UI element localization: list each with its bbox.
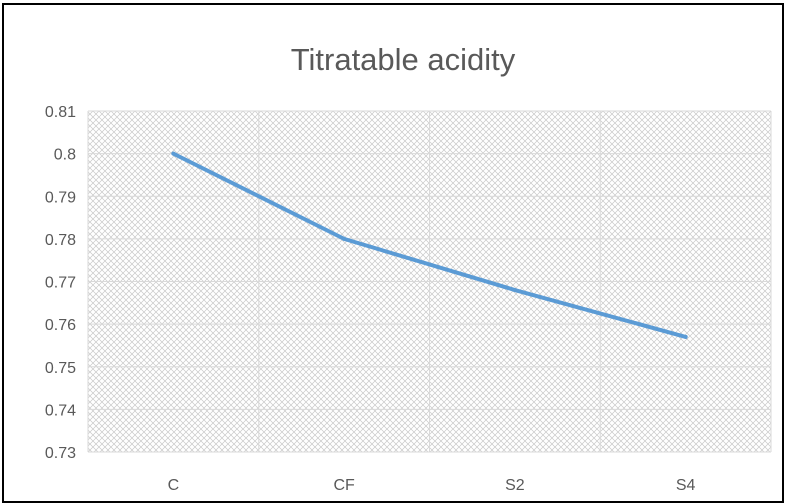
y-axis: 0.81 0.8 0.79 0.78 0.77 0.76 0.75 0.74 0.73 — [45, 104, 76, 462]
series-line — [171, 151, 688, 339]
data-point — [683, 334, 688, 339]
y-tick-label: 0.75 — [45, 360, 76, 377]
y-tick-label: 0.77 — [45, 275, 76, 292]
data-point — [342, 236, 347, 241]
x-tick-label: CF — [333, 477, 355, 494]
chart-title: Titratable acidity — [291, 42, 516, 77]
x-tick-label: C — [168, 477, 180, 494]
gridlines — [87, 110, 772, 453]
y-tick-label: 0.79 — [45, 189, 76, 206]
series-group — [171, 151, 688, 339]
y-tick-label: 0.73 — [45, 445, 76, 462]
y-tick-label: 0.8 — [54, 147, 76, 164]
y-tick-label: 0.74 — [45, 402, 76, 419]
data-point — [512, 288, 517, 293]
data-point — [171, 151, 176, 156]
x-tick-label: S4 — [676, 477, 696, 494]
y-tick-label: 0.78 — [45, 232, 76, 249]
x-tick-label: S2 — [505, 477, 525, 494]
y-tick-label: 0.81 — [45, 104, 76, 121]
y-tick-label: 0.76 — [45, 317, 76, 334]
x-axis: C CF S2 S4 — [168, 477, 696, 494]
